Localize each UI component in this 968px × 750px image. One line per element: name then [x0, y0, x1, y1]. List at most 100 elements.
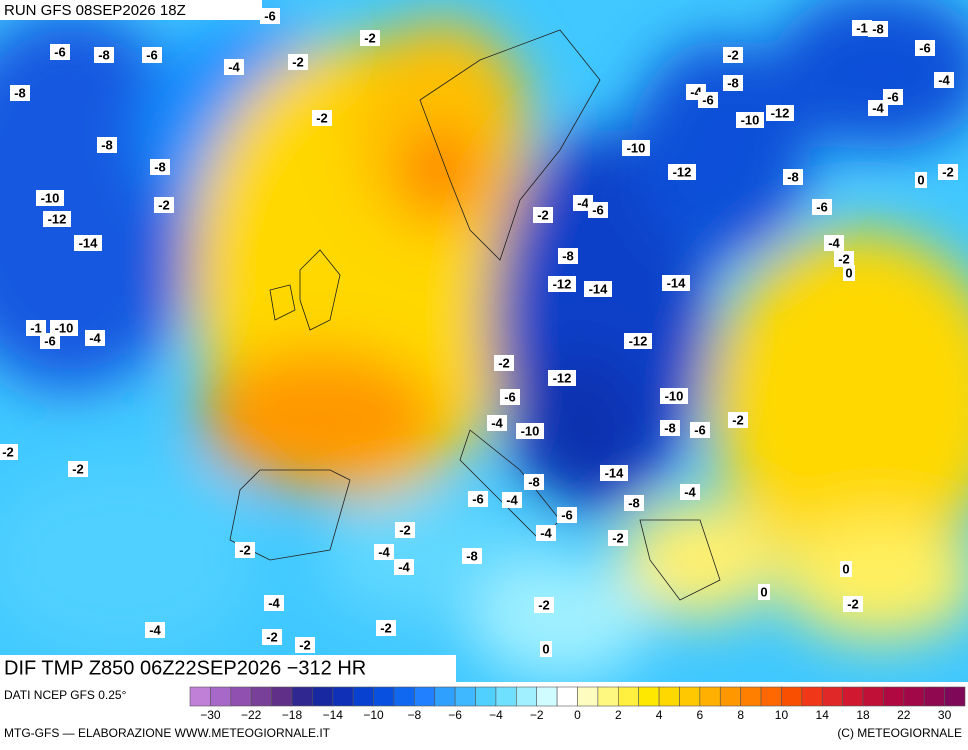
contour-label: -6: [816, 199, 828, 214]
color-swatch: [821, 686, 843, 707]
label-box: [588, 202, 608, 218]
color-swatch: [475, 686, 497, 707]
contour-label: -6: [702, 92, 714, 107]
label-box: [150, 159, 170, 175]
label-box: [360, 30, 380, 46]
label-box: [824, 235, 844, 251]
contour-label: -4: [268, 595, 280, 610]
label-box: [487, 415, 507, 431]
label-box: [224, 59, 244, 75]
label-box: [395, 522, 415, 538]
color-swatch: [393, 686, 415, 707]
color-swatch: [230, 686, 252, 707]
label-box: [145, 622, 165, 638]
contour-label: -2: [380, 620, 392, 635]
colorbar-label: 4: [656, 708, 663, 722]
color-swatch: [291, 686, 313, 707]
label-box: [834, 251, 854, 267]
label-box: [698, 92, 718, 108]
contour-label: -8: [14, 85, 26, 100]
contour-label: -2: [158, 197, 170, 212]
contour-label: -8: [98, 47, 110, 62]
contour-label: -8: [562, 248, 574, 263]
contour-label: -4: [398, 559, 410, 574]
contour-label: -8: [664, 420, 676, 435]
contour-label: -2: [732, 412, 744, 427]
contour-label: -8: [628, 495, 640, 510]
contour-label: -6: [472, 491, 484, 506]
color-swatch: [658, 686, 680, 707]
color-swatch: [719, 686, 741, 707]
contour-label: -14: [589, 281, 609, 296]
colorbar-label: −10: [363, 708, 384, 722]
color-swatch: [414, 686, 436, 707]
map: [0, 0, 968, 682]
contour-label: 0: [845, 265, 852, 280]
contour-label: -6: [264, 8, 276, 23]
contour-label: -2: [847, 596, 859, 611]
colorbar-label: −4: [489, 708, 503, 722]
label-box: [74, 235, 102, 251]
contour-label: -2: [727, 47, 739, 62]
contour-label: -14: [605, 465, 625, 480]
color-swatch: [923, 686, 945, 707]
contour-label: -12: [553, 370, 572, 385]
contour-label: -10: [627, 140, 646, 155]
label-box: [494, 355, 514, 371]
color-swatch: [903, 686, 925, 707]
contour-label: -4: [491, 415, 503, 430]
label-box: [690, 422, 710, 438]
contour-label: -1: [30, 320, 42, 335]
contour-label: -8: [727, 75, 739, 90]
contour-label: -8: [466, 548, 478, 563]
label-box: [680, 484, 700, 500]
label-box: [43, 211, 71, 227]
label-box: [40, 333, 60, 349]
contour-label: 0: [760, 584, 767, 599]
contour-label: -2: [266, 629, 278, 644]
label-box: [376, 620, 396, 636]
color-swatch: [617, 686, 639, 707]
contour-label: -2: [239, 542, 251, 557]
colorbar-label: −2: [530, 708, 544, 722]
contour-label: -6: [561, 507, 573, 522]
contour-label: -4: [684, 484, 696, 499]
colorbar-label: 18: [856, 708, 870, 722]
color-swatch: [352, 686, 374, 707]
run-title: RUN GFS 08SEP2026 18Z: [4, 2, 186, 19]
contour-label: -2: [316, 110, 328, 125]
label-box: [534, 597, 554, 613]
label-box: [260, 8, 280, 24]
colorbar-label: 14: [816, 708, 830, 722]
label-box: [0, 444, 18, 460]
label-box: [36, 190, 64, 206]
color-swatch: [332, 686, 354, 707]
credit: MTG-GFS — ELABORAZIONE WWW.METEOGIORNALE…: [4, 726, 331, 740]
contour-label: -10: [521, 423, 540, 438]
color-swatch: [944, 686, 966, 707]
label-box: [548, 370, 576, 386]
color-swatch: [781, 686, 803, 707]
contour-label: -10: [665, 388, 684, 403]
label-box: [723, 47, 743, 63]
contour-label: -2: [538, 597, 550, 612]
color-swatch: [740, 686, 762, 707]
color-swatch: [679, 686, 701, 707]
label-box: [374, 544, 394, 560]
label-box: [915, 172, 927, 188]
contour-label: -4: [872, 100, 884, 115]
contour-label: -8: [787, 169, 799, 184]
contour-label: -2: [612, 530, 624, 545]
label-box: [394, 559, 414, 575]
contour-label: -14: [667, 275, 687, 290]
colorbar: −30 −22 −18 −14 −10 −8 −6 −4 −2 0 2 4 6 8 10 14 18 22 30: [189, 686, 966, 722]
label-box: [536, 525, 556, 541]
contour-label: -10: [55, 320, 74, 335]
label-box: [843, 596, 863, 612]
label-box: [85, 330, 105, 346]
color-swatch: [312, 686, 334, 707]
colorbar-label: −6: [448, 708, 462, 722]
contour-label: -2: [838, 251, 850, 266]
color-swatch: [536, 686, 558, 707]
label-box: [624, 333, 652, 349]
